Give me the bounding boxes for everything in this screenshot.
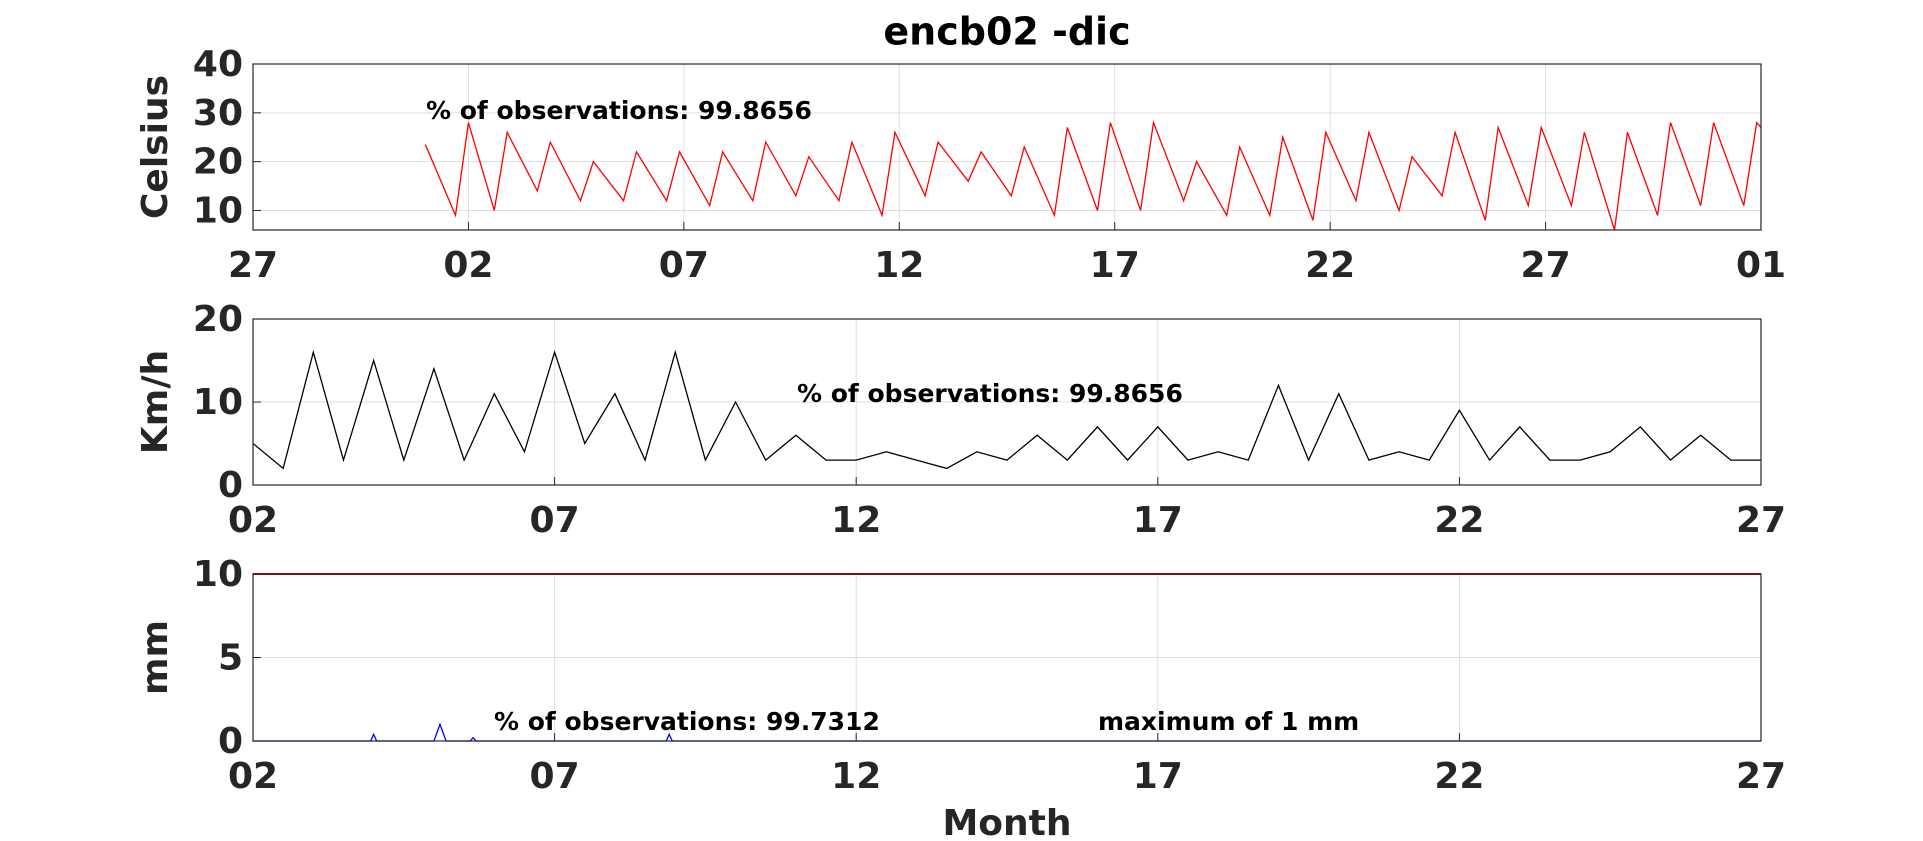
x-tick-label: 22: [1305, 245, 1355, 286]
x-tick-label: 22: [1434, 500, 1484, 541]
y-tick-label: 20: [193, 299, 243, 340]
x-tick-label: 22: [1434, 756, 1484, 797]
x-tick-label: 17: [1090, 245, 1140, 286]
y-tick-label: 20: [193, 142, 243, 183]
x-tick-label: 27: [1736, 500, 1786, 541]
chart-title: encb02 -dic: [883, 10, 1130, 54]
x-tick-label: 27: [228, 245, 278, 286]
y-tick-label: 30: [193, 93, 243, 134]
plot-frame: [252, 318, 1762, 486]
y-tick-label: 10: [193, 382, 243, 423]
data-line: [252, 349, 1761, 470]
annotation: % of observations: 99.8656: [797, 379, 1183, 408]
y-tick-label: 0: [218, 465, 243, 506]
x-axis-label: Month: [942, 803, 1071, 841]
x-tick-label: 17: [1133, 756, 1183, 797]
plot-frame: [252, 63, 1762, 231]
y-tick-label: 10: [193, 190, 243, 231]
annotation: % of observations: 99.8656: [426, 96, 812, 125]
annotation: % of observations: 99.7312: [494, 707, 880, 736]
x-tick-label: 02: [228, 756, 278, 797]
y-axis-label: Celsius: [135, 75, 176, 219]
y-tick-label: 10: [193, 554, 243, 595]
y-axis-label: mm: [135, 620, 176, 695]
data-line: [424, 120, 1762, 231]
plot-area: [253, 64, 1761, 230]
x-tick-label: 07: [530, 500, 580, 541]
y-tick-label: 40: [193, 44, 243, 85]
x-tick-label: 07: [659, 245, 709, 286]
x-tick-label: 27: [1521, 245, 1571, 286]
x-tick-label: 27: [1736, 756, 1786, 797]
x-tick-label: 02: [443, 245, 493, 286]
x-tick-label: 02: [228, 500, 278, 541]
plot-frame: [252, 573, 1762, 742]
x-tick-label: 17: [1133, 500, 1183, 541]
y-tick-label: 0: [218, 721, 243, 762]
y-tick-label: 5: [218, 638, 243, 679]
x-tick-label: 07: [530, 756, 580, 797]
x-tick-label: 12: [831, 756, 881, 797]
x-tick-label: 01: [1736, 245, 1786, 286]
x-tick-label: 12: [874, 245, 924, 286]
annotation: maximum of 1 mm: [1098, 707, 1359, 736]
y-axis-label: Km/h: [135, 350, 176, 454]
x-tick-label: 12: [831, 500, 881, 541]
